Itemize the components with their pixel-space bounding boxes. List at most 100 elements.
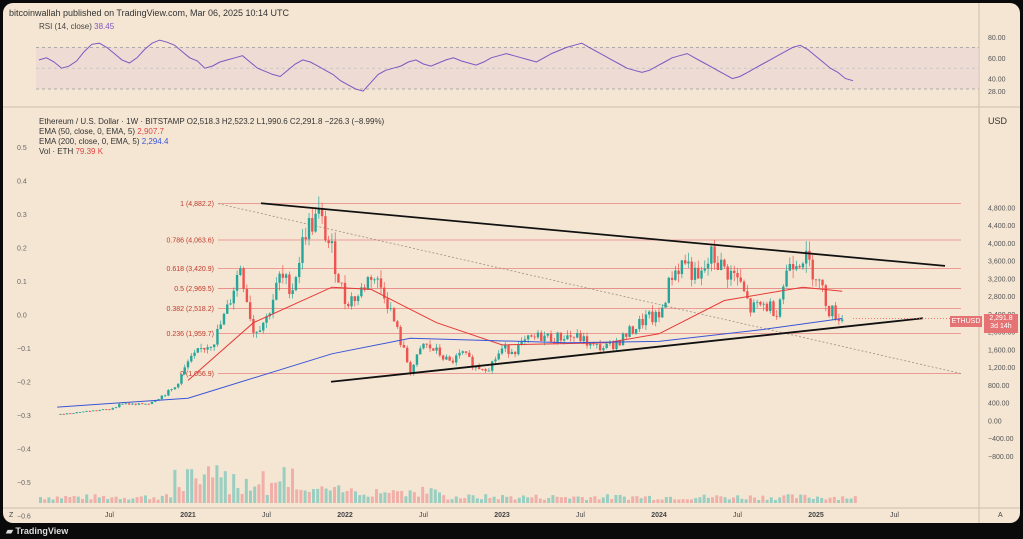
volume-bar [782,495,786,503]
volume-bar [345,490,349,503]
candle-body [618,341,621,346]
volume-bar [286,486,290,503]
candle-body [693,267,697,280]
volume-bar [757,499,761,503]
volume-bar [769,497,773,503]
volume-bar [551,495,555,503]
candle-body [526,335,530,340]
candle-body [314,213,317,232]
ema200-legend[interactable]: EMA (200, close, 0, EMA, 5) 2,294.4 [39,137,384,147]
candle-body [791,263,795,270]
symbol-badge: ETHUSD [950,316,982,327]
resistance-trendline[interactable] [260,202,946,267]
volume-bar [412,492,416,503]
candle-body [585,336,589,346]
candle-body [752,302,756,313]
volume-bar [51,499,55,503]
volume-bar [845,498,849,503]
candle-body [579,332,582,342]
rsi-legend[interactable]: RSI (14, close) 38.45 [39,22,114,31]
candle-body [683,260,687,264]
left-tick: 0.1 [17,279,27,286]
time-label: 2021 [180,512,196,519]
candle-body [507,344,510,355]
time-label: Jul [890,512,899,519]
volume-bar [820,497,824,503]
volume-bar [534,494,538,503]
volume-bar [102,495,105,503]
candle-body [746,291,749,299]
candle-body [441,355,445,360]
volume-bar [421,486,425,503]
volume-bar [715,495,719,503]
volume-bar [417,496,420,503]
candle-body [664,302,667,308]
ema200-line [57,318,843,408]
volume-bar [727,499,731,503]
volume-bar [664,497,668,503]
candle-body [72,413,75,415]
volume-bar [538,498,542,503]
candle-body [288,274,291,294]
main-legend[interactable]: Ethereum / U.S. Dollar · 1W · BITSTAMP O… [39,117,384,157]
candle-body [399,326,402,345]
candle-body [347,304,350,307]
volume-bar [761,495,765,503]
support-trendline[interactable] [330,317,924,383]
candle-body [360,287,363,297]
chart-canvas[interactable]: 80.00 60.00 40.00 28.00 4,800.00 4,400.00 4,00… [3,3,1020,523]
candle-body [82,411,85,413]
candle-body [154,400,157,402]
candle-body [546,333,549,336]
auto-scale-button: Z [9,512,14,519]
candle-body [301,237,304,263]
candle-body [742,281,746,292]
volume-bar [299,489,303,503]
candle-body [726,266,729,280]
volume-bar [282,467,286,503]
candle-body [176,383,180,388]
volume-bar [404,496,408,503]
price-tick: 3,200.00 [988,276,1015,283]
candle-body [634,329,638,334]
candle-body [657,311,661,318]
volume-legend[interactable]: Vol · ETH 79.39 K [39,147,384,157]
symbol-ohlc: Ethereum / U.S. Dollar · 1W · BITSTAMP O… [39,117,385,126]
candle-body [455,355,458,363]
volume-bar [564,497,567,503]
volume-bar [719,496,723,503]
candle-body [762,303,765,305]
volume-bar [72,495,76,503]
candle-body [196,348,200,353]
volume-bar [606,494,609,503]
candle-body [827,305,831,317]
volume-bar [320,486,324,503]
volume-bar [312,489,315,503]
volume-bar [702,494,706,503]
volume-bar [39,497,42,503]
volume-bar [93,494,97,503]
candle-body [75,412,78,414]
volume-bar [118,499,122,503]
candle-body [405,347,409,363]
volume-bar [433,489,437,503]
candle-body [837,319,841,321]
volume-bar [610,498,614,503]
volume-bar [618,494,622,503]
candle-body [540,332,543,341]
auto-button: A [998,512,1003,519]
candle-body [487,370,491,372]
currency-label[interactable]: USD [988,116,1008,126]
tradingview-logo[interactable]: ▰ TradingView [6,526,68,537]
volume-bar [425,493,429,503]
left-tick: 0.4 [17,179,27,186]
candle-body [458,352,461,356]
candle-body [291,290,294,294]
volume-bar [795,498,798,503]
candle-body [461,351,464,353]
candle-body [389,308,392,310]
volume-bar [383,492,387,503]
candle-body [710,246,713,264]
ema50-legend[interactable]: EMA (50, close, 0, EMA, 5) 2,907.7 [39,127,384,137]
candle-body [91,410,95,412]
